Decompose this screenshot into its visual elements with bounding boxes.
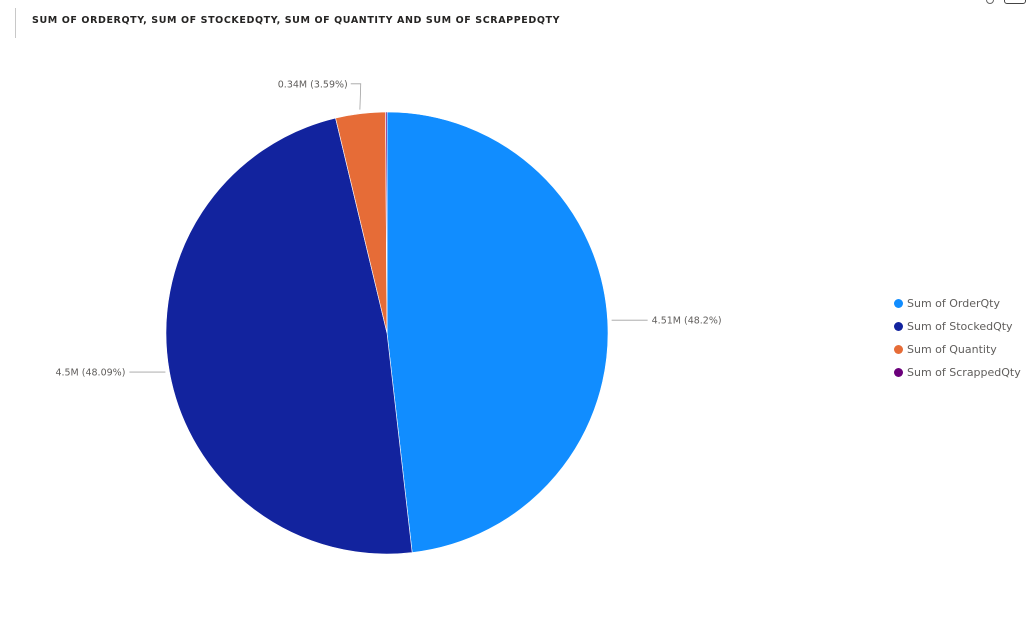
legend-label: Sum of OrderQty — [907, 297, 1001, 310]
slice-data-label: 4.5M (48.09%) — [55, 368, 125, 379]
legend-label: Sum of ScrappedQty — [907, 366, 1021, 379]
legend-label: Sum of Quantity — [907, 343, 997, 356]
legend-swatch — [894, 368, 903, 377]
legend-swatch — [894, 322, 903, 331]
legend-item[interactable]: Sum of OrderQty — [894, 292, 1021, 315]
pie-labels: 4.51M (48.2%) 4.5M (48.09%) 0.34M (3.59%) — [55, 79, 721, 378]
focus-mode-icon[interactable] — [1004, 0, 1026, 4]
legend-item[interactable]: Sum of Quantity — [894, 338, 1021, 361]
pie-slice[interactable] — [386, 111, 609, 553]
pie-slice[interactable] — [385, 111, 388, 334]
visual-title: SUM OF ORDERQTY, SUM OF STOCKEDQTY, SUM … — [32, 15, 561, 26]
legend-label: Sum of StockedQty — [907, 320, 1013, 333]
legend-item[interactable]: Sum of StockedQty — [894, 315, 1021, 338]
visual-title-container: SUM OF ORDERQTY, SUM OF STOCKEDQTY, SUM … — [15, 8, 560, 38]
pie-slice[interactable] — [165, 117, 413, 555]
legend-item[interactable]: Sum of ScrappedQty — [894, 361, 1021, 384]
legend-swatch — [894, 299, 903, 308]
slice-data-label: 4.51M (48.2%) — [652, 316, 722, 327]
slice-data-label: 0.34M (3.59%) — [278, 79, 348, 90]
legend-swatch — [894, 345, 903, 354]
chart-legend: Sum of OrderQty Sum of StockedQty Sum of… — [894, 292, 1021, 384]
label-leader-line — [350, 83, 362, 110]
pie-slices — [165, 111, 609, 555]
